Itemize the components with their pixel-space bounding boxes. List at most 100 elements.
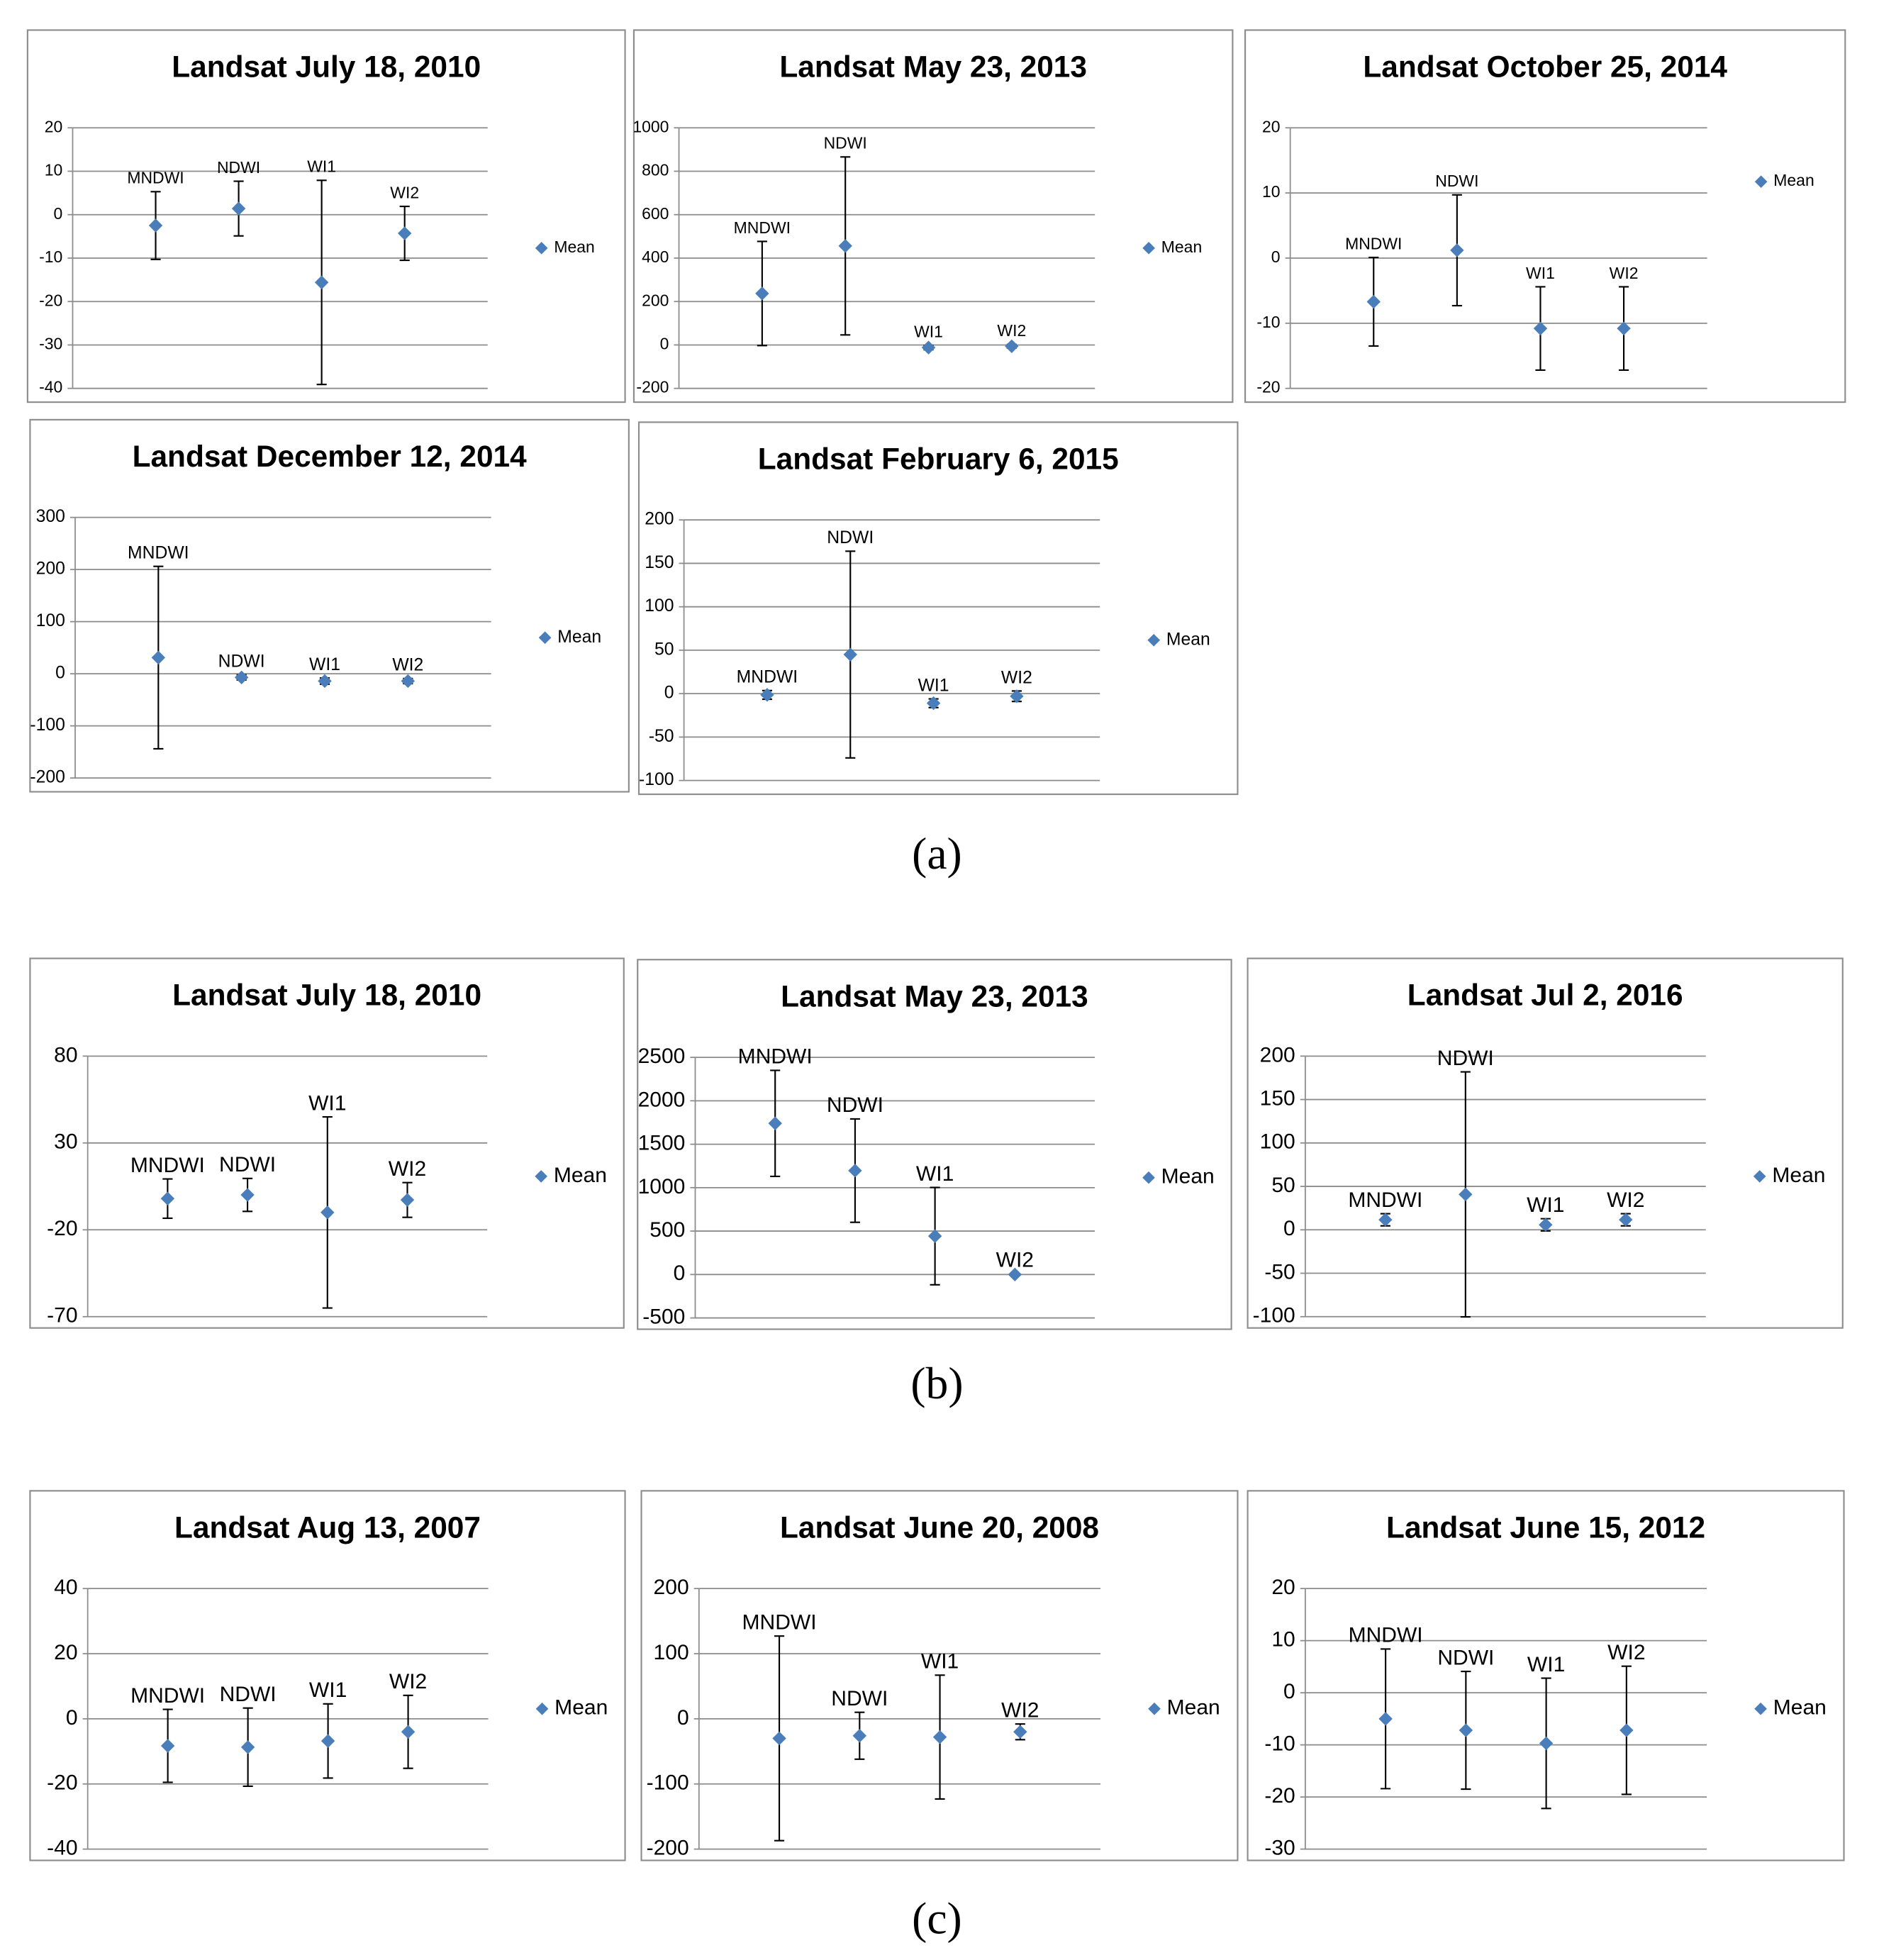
y-tick-label: -200 xyxy=(636,378,669,396)
category-label: NDWI xyxy=(831,1687,888,1710)
chart-title: Landsat October 25, 2014 xyxy=(1363,50,1727,83)
mean-marker xyxy=(1459,1723,1473,1737)
legend-marker xyxy=(535,1170,547,1183)
y-tick-label: -30 xyxy=(1264,1837,1295,1860)
y-tick-label: 30 xyxy=(54,1130,77,1154)
y-tick-label: 0 xyxy=(674,1262,686,1285)
category-label: WI2 xyxy=(1001,1699,1039,1722)
legend-label: Mean xyxy=(1161,1165,1215,1188)
category-label: WI2 xyxy=(389,1157,426,1181)
mean-marker xyxy=(838,239,852,253)
mean-marker xyxy=(1010,689,1024,703)
y-tick-label: 200 xyxy=(642,291,669,309)
mean-marker xyxy=(1366,294,1381,309)
category-label: MNDWI xyxy=(130,1154,205,1177)
chart-frame xyxy=(29,1490,626,1861)
mean-marker xyxy=(1459,1187,1473,1202)
category-label: WI2 xyxy=(392,656,423,675)
mean-marker xyxy=(320,1734,335,1748)
y-tick-label: -10 xyxy=(1256,313,1280,331)
legend-marker xyxy=(1754,1702,1767,1715)
category-label: WI1 xyxy=(914,322,943,340)
category-label: WI1 xyxy=(1527,1653,1565,1676)
y-tick-label: 0 xyxy=(1271,247,1281,266)
mean-marker xyxy=(921,340,936,355)
category-label: WI2 xyxy=(997,321,1026,340)
y-tick-label: -20 xyxy=(1264,1784,1295,1808)
category-label: WI1 xyxy=(309,655,340,674)
mean-marker xyxy=(401,1725,416,1739)
category-label: WI2 xyxy=(996,1248,1034,1271)
y-tick-label: 200 xyxy=(654,1576,689,1599)
legend-marker xyxy=(1148,1702,1161,1715)
y-tick-label: -20 xyxy=(47,1771,77,1795)
mean-marker xyxy=(1005,339,1019,354)
category-label: WI1 xyxy=(1526,264,1555,282)
y-tick-label: 1000 xyxy=(632,117,669,135)
panel-label: (c) xyxy=(912,1893,962,1943)
y-tick-label: -200 xyxy=(647,1837,689,1860)
chart-frame xyxy=(26,29,626,403)
category-label: NDWI xyxy=(218,652,265,671)
mean-marker xyxy=(1013,1725,1027,1739)
category-label: MNDWI xyxy=(128,544,189,563)
legend-marker xyxy=(1753,1170,1766,1183)
mean-marker xyxy=(151,650,166,665)
mean-marker xyxy=(772,1731,786,1746)
mean-marker xyxy=(1378,1213,1393,1227)
category-label: WI2 xyxy=(1001,668,1032,687)
legend-label: Mean xyxy=(554,1164,607,1187)
category-label: MNDWI xyxy=(737,668,798,687)
y-tick-label: 0 xyxy=(1283,1680,1295,1703)
y-tick-label: -10 xyxy=(1264,1732,1295,1756)
y-tick-label: 200 xyxy=(645,510,674,529)
mean-marker xyxy=(1533,321,1548,335)
category-label: WI1 xyxy=(916,1162,954,1186)
category-label: MNDWI xyxy=(734,218,791,237)
y-tick-label: 400 xyxy=(642,247,669,266)
y-tick-label: -10 xyxy=(39,247,62,266)
chart-title: Landsat May 23, 2013 xyxy=(781,979,1088,1013)
y-tick-label: 150 xyxy=(645,553,674,572)
chart-title: Landsat July 18, 2010 xyxy=(172,978,481,1011)
mean-marker xyxy=(397,226,412,240)
legend-label: Mean xyxy=(1161,238,1202,256)
category-label: MNDWI xyxy=(1345,234,1402,252)
y-tick-label: -50 xyxy=(1264,1260,1295,1284)
category-label: NDWI xyxy=(1437,1646,1494,1669)
y-tick-label: -100 xyxy=(30,715,65,735)
legend-label: Mean xyxy=(1773,171,1814,189)
chart-title: Landsat May 23, 2013 xyxy=(779,50,1087,83)
y-tick-label: -20 xyxy=(47,1217,77,1240)
mean-marker xyxy=(1619,1213,1633,1227)
chart-title: Landsat June 20, 2008 xyxy=(780,1510,1099,1544)
chart-frame xyxy=(1244,29,1846,403)
chart-title: Landsat July 18, 2010 xyxy=(172,50,481,83)
mean-marker xyxy=(760,688,774,702)
y-tick-label: 0 xyxy=(664,684,674,703)
y-tick-label: -50 xyxy=(649,727,674,746)
category-label: NDWI xyxy=(220,1683,277,1706)
y-tick-label: 20 xyxy=(1271,1576,1295,1599)
y-tick-label: 600 xyxy=(642,204,669,223)
mean-marker xyxy=(401,674,416,689)
category-label: WI1 xyxy=(307,157,336,176)
mean-marker xyxy=(755,286,769,301)
y-tick-label: 0 xyxy=(1283,1217,1295,1240)
category-label: WI2 xyxy=(1607,1641,1645,1664)
category-label: NDWI xyxy=(217,158,260,177)
legend-marker xyxy=(1754,175,1768,189)
y-tick-label: 20 xyxy=(1262,117,1281,135)
mean-marker xyxy=(231,201,246,216)
category-label: WI1 xyxy=(308,1091,346,1115)
y-tick-label: -500 xyxy=(642,1305,685,1328)
y-tick-label: 20 xyxy=(54,1641,77,1664)
y-tick-label: -30 xyxy=(39,335,62,353)
y-tick-label: 2000 xyxy=(638,1088,686,1111)
y-tick-label: 80 xyxy=(54,1043,77,1067)
y-tick-label: 0 xyxy=(66,1706,78,1730)
y-tick-label: 10 xyxy=(1271,1628,1295,1652)
y-tick-label: 800 xyxy=(642,161,669,179)
y-tick-label: -20 xyxy=(1256,378,1280,396)
mean-marker xyxy=(314,275,329,289)
